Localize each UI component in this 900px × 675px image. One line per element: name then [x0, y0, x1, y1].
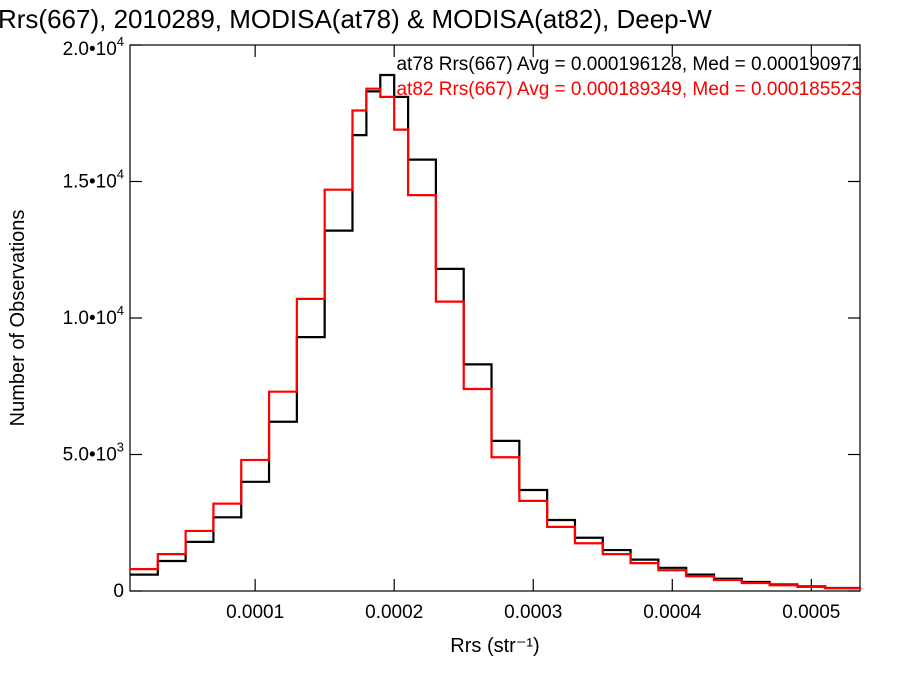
- y-tick-mantissa-4: 2.0•10: [63, 39, 117, 60]
- y-tick-mantissa-1: 5.0•10: [63, 445, 117, 466]
- x-tick-label-0: 0.0001: [226, 602, 284, 623]
- x-tick-label-4: 0.0005: [782, 602, 840, 623]
- x-tick-label-3: 0.0004: [643, 602, 702, 623]
- chart-title: Rrs(667), 2010289, MODISA(at78) & MODISA…: [0, 4, 712, 34]
- y-tick-mantissa-2: 1.0•10: [63, 308, 117, 329]
- x-tick-label-2: 0.0003: [504, 602, 562, 623]
- legend-entry-at78: at78 Rrs(667) Avg = 0.000196128, Med = 0…: [396, 54, 862, 75]
- y-tick-label-0: 0: [113, 581, 124, 602]
- plot-frame: [129, 44, 861, 592]
- y-tick-label-2: 1.0•104: [63, 303, 124, 329]
- y-tick-label-4: 2.0•104: [63, 34, 124, 60]
- y-tick-exponent-2: 4: [117, 303, 124, 318]
- axis-ticks: 0.0001 0.0002 0.0003 0.0004 0.0005 0 5.0•103 1.…: [63, 34, 860, 623]
- legend: at78 Rrs(667) Avg = 0.000196128, Med = 0…: [396, 54, 862, 100]
- series-line-at82: [130, 87, 862, 590]
- series-line-at78: [130, 73, 862, 590]
- y-tick-exponent-4: 4: [117, 34, 124, 49]
- y-axis-label: Number of Observations: [7, 210, 29, 427]
- series-layer: [130, 73, 862, 590]
- legend-entry-at82: at82 Rrs(667) Avg = 0.000189349, Med = 0…: [396, 79, 862, 100]
- y-tick-exponent-3: 4: [117, 167, 124, 182]
- y-tick-mantissa-3: 1.5•10: [63, 172, 117, 193]
- x-tick-label-1: 0.0002: [365, 602, 423, 623]
- x-axis-label: Rrs (str⁻¹): [450, 635, 539, 657]
- y-tick-exponent-1: 3: [117, 440, 124, 455]
- y-tick-label-1: 5.0•103: [63, 440, 124, 466]
- y-tick-mantissa-0: 0: [113, 581, 124, 602]
- y-tick-label-3: 1.5•104: [63, 167, 124, 193]
